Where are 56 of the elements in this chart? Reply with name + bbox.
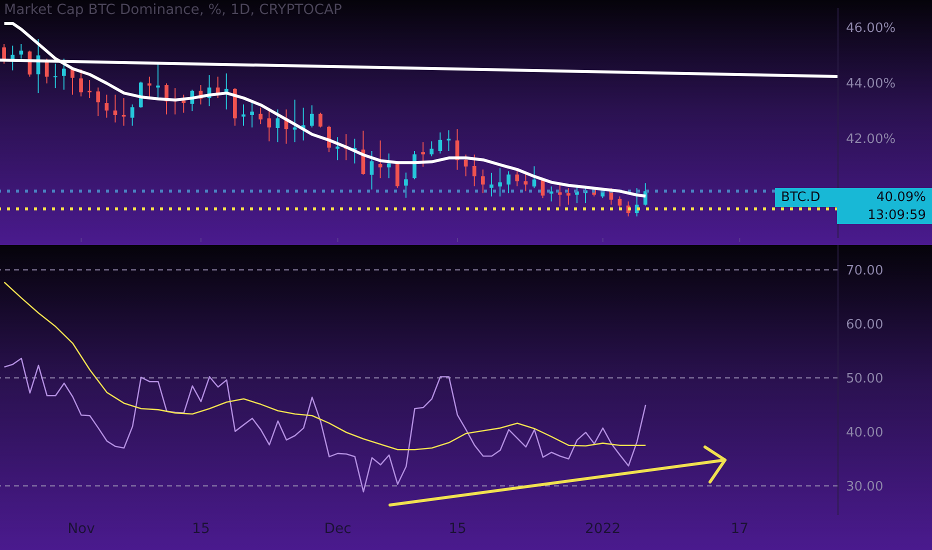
candlestick [480, 169, 485, 194]
candlestick [96, 87, 100, 117]
x-tick-label: 15 [192, 520, 210, 537]
y-tick-label: 70.00 [846, 263, 884, 278]
candlestick [404, 172, 408, 198]
y-tick-label: 60.00 [846, 317, 884, 332]
candlestick [378, 140, 382, 179]
candlestick [104, 94, 109, 118]
x-tick-label: 15 [448, 520, 466, 537]
candlestick [370, 150, 374, 190]
candlestick [438, 132, 442, 154]
text: 40.09% [876, 190, 926, 205]
candlestick [472, 154, 476, 187]
candlestick [156, 63, 160, 99]
chart-title: Market Cap BTC Dominance, %, 1D, CRYPTOCAP [4, 2, 342, 18]
candlestick [310, 104, 314, 128]
candlestick [524, 174, 528, 192]
x-tick-label: 2022 [585, 520, 621, 537]
y-tick-label: 40.00 [846, 425, 884, 440]
candlestick [498, 168, 502, 197]
annotation: BTC.D [781, 190, 820, 205]
candlestick [113, 94, 118, 123]
candlestick [62, 58, 66, 90]
x-tick-label: Nov [68, 520, 95, 537]
candlestick [558, 184, 562, 207]
candlestick [395, 162, 400, 188]
line-series [4, 282, 646, 450]
candlestick [148, 76, 152, 99]
candlestick [216, 76, 220, 99]
candlestick [53, 63, 58, 89]
candlestick [336, 136, 340, 161]
x-tick-label: Dec [324, 520, 352, 537]
candlestick [182, 94, 186, 114]
x-tick-label: 17 [730, 520, 749, 537]
y-tick-label: 50.00 [846, 371, 884, 386]
candlestick [250, 100, 254, 128]
candlestick [258, 107, 263, 125]
candlestick [318, 112, 322, 128]
candlestick [421, 142, 425, 168]
candlestick [566, 188, 570, 206]
candlestick [386, 152, 391, 179]
text: 13:09:59 [837, 207, 932, 224]
candlestick [242, 104, 246, 126]
line-series [4, 358, 646, 492]
y-tick-label: 42.00% [846, 132, 896, 147]
candlestick [19, 44, 24, 60]
candlestick [506, 170, 510, 194]
y-tick-label: 46.00% [846, 21, 896, 36]
candlestick [532, 166, 536, 189]
y-tick-label: 44.00% [846, 76, 896, 92]
y-tick-label: 30.00 [846, 479, 884, 494]
candlestick [430, 140, 434, 157]
candlestick [79, 68, 83, 97]
candlestick [490, 172, 494, 197]
candlestick [130, 104, 134, 126]
candlestick [267, 110, 272, 142]
